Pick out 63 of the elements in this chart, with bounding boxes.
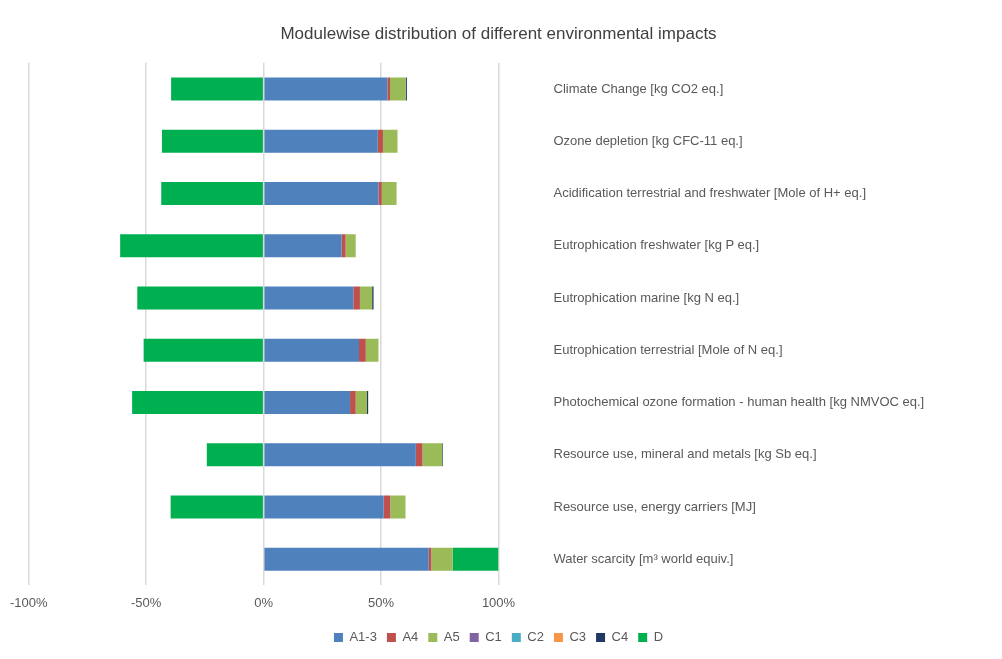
bar — [161, 129, 263, 153]
x-tick-label: -100% — [10, 594, 49, 610]
bar — [345, 234, 356, 258]
bar — [264, 547, 429, 571]
legend-label: A1-3 — [349, 629, 377, 645]
y-tick-label: Eutrophication terrestrial [Mole of N eq.] — [553, 341, 783, 357]
bar — [415, 443, 423, 467]
bar — [382, 129, 398, 153]
x-tick-label: 100% — [481, 594, 516, 610]
y-tick-label: Resource use, energy carriers [MJ] — [553, 498, 756, 514]
bar — [264, 286, 354, 310]
legend-label: C4 — [611, 629, 629, 645]
y-tick-label: Acidification terrestrial and freshwater [Mole of H+ eq.] — [553, 185, 867, 201]
bar — [383, 495, 391, 519]
x-tick-label: 50% — [368, 594, 395, 610]
bar — [264, 443, 416, 467]
bar — [264, 390, 351, 414]
y-tick-label: Ozone depletion [kg CFC-11 eq.] — [553, 132, 743, 148]
bar — [132, 390, 263, 414]
y-tick-label: Water scarcity [m³ world equiv.] — [553, 550, 734, 566]
bar — [143, 338, 263, 362]
x-tick-label: -50% — [131, 594, 162, 610]
bar — [137, 286, 263, 310]
bar — [350, 390, 356, 414]
bar — [377, 129, 383, 153]
bar — [359, 338, 366, 362]
x-tick-label: 0% — [254, 594, 274, 610]
bar — [365, 338, 379, 362]
bar — [264, 338, 359, 362]
bar — [264, 129, 378, 153]
bar — [264, 495, 384, 519]
bar — [381, 181, 397, 205]
y-tick-label: Climate Change [kg CO2 eq.] — [553, 80, 724, 96]
bar — [353, 286, 360, 310]
y-tick-label: Photochemical ozone formation - human health [kg NMVOC eq.] — [553, 394, 925, 410]
bar — [171, 77, 263, 101]
legend-label: A4 — [402, 629, 419, 645]
bar — [206, 443, 263, 467]
bar — [120, 234, 263, 258]
y-tick-label: Eutrophication marine [kg N eq.] — [553, 289, 740, 305]
legend-label: A5 — [443, 629, 460, 645]
bar — [170, 495, 263, 519]
legend-label: C2 — [527, 629, 544, 645]
bar — [452, 547, 499, 571]
bar — [387, 77, 390, 101]
bar — [422, 443, 443, 467]
legend-label: D — [653, 629, 664, 645]
bar — [355, 390, 367, 414]
y-tick-label: Resource use, mineral and metals [kg Sb eq.] — [553, 446, 817, 462]
bar — [431, 547, 453, 571]
chart-title: Modulewise distribution of different environmental impacts — [280, 24, 717, 44]
bar — [264, 181, 379, 205]
y-tick-label: Eutrophication freshwater [kg P eq.] — [553, 237, 760, 253]
bar — [359, 286, 373, 310]
bar — [161, 181, 263, 205]
bar — [390, 77, 406, 101]
bar — [390, 495, 406, 519]
bar — [264, 77, 388, 101]
bar — [341, 234, 346, 258]
legend-label: C1 — [485, 629, 502, 645]
legend-label: C3 — [569, 629, 587, 645]
bar — [378, 181, 382, 205]
bar — [264, 234, 342, 258]
